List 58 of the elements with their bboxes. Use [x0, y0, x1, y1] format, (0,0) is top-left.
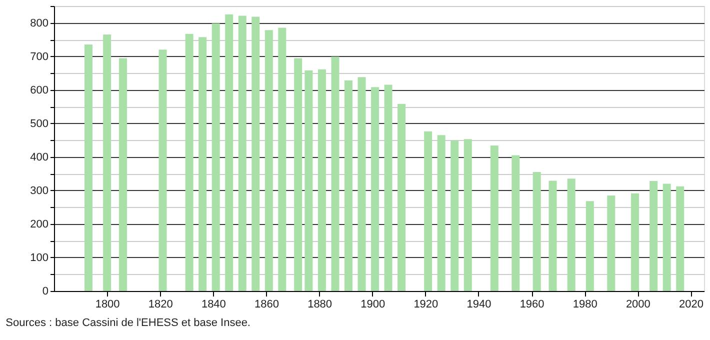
x-tick-label: 1820: [148, 298, 173, 310]
y-tick-label: 700: [30, 50, 48, 63]
bar: [490, 145, 498, 291]
bar: [548, 180, 557, 291]
bar: [264, 30, 273, 291]
bar: [304, 70, 313, 291]
bar: [198, 37, 207, 291]
bar: [567, 178, 576, 291]
bar: [631, 193, 640, 291]
bar: [185, 34, 194, 291]
x-tick-label: 1940: [466, 298, 492, 310]
bar: [662, 184, 671, 291]
bar: [424, 131, 432, 291]
source-note: Sources : base Cassini de l'EHESS et base Insee.: [6, 317, 250, 329]
bar: [586, 201, 594, 291]
bar: [238, 16, 246, 291]
y-tick-label: 600: [30, 84, 48, 96]
bar: [103, 34, 112, 291]
bar: [398, 104, 406, 291]
bar: [318, 69, 326, 291]
y-tick-label: 0: [42, 286, 48, 298]
bar: [225, 14, 234, 291]
x-tick-label: 1920: [414, 298, 438, 310]
bar: [464, 139, 472, 291]
bar: [294, 58, 302, 291]
bar: [512, 155, 520, 291]
x-tick-label: 1900: [360, 298, 386, 310]
bar: [532, 172, 541, 291]
bar: [118, 58, 127, 291]
bar: [676, 186, 684, 291]
bar: [158, 50, 167, 291]
bar: [252, 16, 260, 291]
x-tick-label: 2000: [626, 298, 650, 310]
bar: [331, 56, 340, 291]
y-tick-label: 800: [30, 17, 48, 30]
x-tick-label: 1860: [254, 298, 279, 310]
bar: [607, 195, 616, 291]
x-tick-label: 1800: [95, 298, 120, 310]
bar: [278, 28, 286, 291]
bar: [371, 87, 380, 291]
x-tick-label: 1840: [201, 298, 226, 310]
bar: [358, 77, 366, 291]
bar: [344, 80, 352, 291]
y-tick-label: 200: [30, 218, 48, 230]
x-tick-label: 1980: [572, 298, 598, 310]
y-tick-label: 100: [30, 252, 48, 264]
y-tick-label: 300: [30, 184, 48, 197]
x-tick-label: 1880: [308, 298, 332, 310]
x-tick-label: 2020: [678, 298, 704, 310]
bar: [450, 140, 459, 291]
bar: [437, 135, 446, 291]
y-tick-label: 500: [30, 118, 48, 130]
bar: [84, 44, 92, 291]
x-tick-label: 1960: [520, 298, 544, 310]
bar: [650, 181, 658, 291]
y-tick-label: 400: [30, 151, 48, 164]
bar: [384, 84, 392, 291]
bar: [212, 23, 220, 291]
